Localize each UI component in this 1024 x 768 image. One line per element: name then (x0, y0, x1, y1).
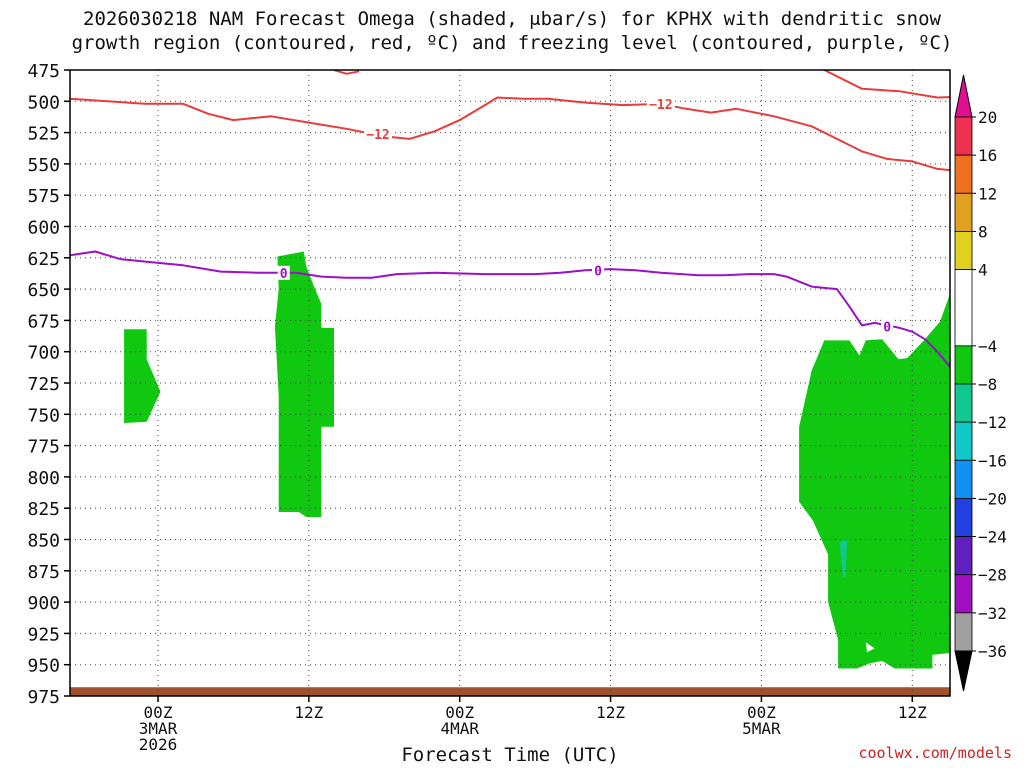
y-tick-label-550: 550 (27, 155, 60, 176)
colorbar-bin-6 (954, 383, 973, 423)
y-tick-label-525: 525 (27, 124, 60, 145)
y-tick-label-975: 975 (27, 687, 60, 708)
y-tick-label-750: 750 (27, 405, 60, 426)
y-tick-label-600: 600 (27, 218, 60, 239)
x-tick-label-0-0: 00Z (144, 703, 173, 722)
x-tick-label-2-0: 00Z (445, 703, 474, 722)
x-tick-label-4-0: 00Z (747, 703, 776, 722)
contour-label-bg-5 (592, 263, 604, 278)
grid-lines (70, 69, 950, 697)
colorbar-bin-2 (954, 192, 973, 232)
y-tick-label-700: 700 (27, 343, 60, 364)
isotherm-minus12-lower (333, 70, 360, 75)
isotherm-minus12-upper (70, 96, 950, 172)
colorbar-bin-10 (954, 536, 973, 576)
colorbar-label-2: 12 (978, 184, 997, 203)
terrain (70, 687, 950, 696)
contour-label-0: −12 (366, 128, 389, 143)
x-tick-label-3-0: 12Z (596, 703, 625, 722)
colorbar-label-12: −32 (978, 604, 1007, 623)
y-tick-label-725: 725 (27, 374, 60, 395)
omega-region-c (799, 293, 950, 669)
colorbar-bin-1 (954, 154, 973, 194)
site-credit: coolwx.com/models (858, 744, 1012, 762)
colorbar-label-3: 8 (978, 222, 988, 241)
freezing-level (70, 250, 950, 369)
x-tick-label-0-1: 3MAR (139, 719, 178, 738)
colorbar-bin-7 (954, 421, 973, 461)
y-tick-label-875: 875 (27, 562, 60, 583)
contour-label-4: 0 (280, 267, 288, 282)
colorbar-bin-8 (954, 459, 973, 499)
contour-label-5: 0 (594, 264, 602, 279)
x-tick-label-2-1: 4MAR (440, 719, 479, 738)
contour-label-bg-0 (364, 126, 392, 141)
omega-region-a (124, 329, 161, 424)
colorbar-label-11: −28 (978, 566, 1007, 585)
y-tick-label-950: 950 (27, 656, 60, 677)
x-tick-label-5-0: 12Z (898, 703, 927, 722)
contour-label-1: −12 (649, 98, 672, 113)
y-tick-label-925: 925 (27, 624, 60, 645)
y-tick-label-575: 575 (27, 186, 60, 207)
omega-region-g (865, 642, 875, 653)
y-tick-label-775: 775 (27, 437, 60, 458)
colorbar-label-0: 20 (978, 108, 997, 127)
colorbar-bin-9 (954, 498, 973, 537)
omega-region-b (274, 251, 334, 517)
colorbar-bin-4 (954, 269, 973, 347)
colorbar-bin-11 (954, 574, 973, 614)
colorbar-bottom-arrow (954, 650, 973, 692)
colorbar-label-4: 4 (978, 261, 988, 280)
colorbar-label-7: −12 (978, 413, 1007, 432)
colorbar-label-9: −20 (978, 489, 1007, 508)
y-tick-label-825: 825 (27, 499, 60, 520)
colorbar-label-5: −4 (978, 337, 997, 356)
y-tick-label-900: 900 (27, 593, 60, 614)
y-tick-label-625: 625 (27, 249, 60, 270)
colorbar-bin-3 (954, 231, 973, 270)
x-axis-label: Forecast Time (UTC) (401, 744, 619, 766)
chart-title-line2: growth region (contoured, red, ºC) and f… (71, 32, 953, 54)
y-tick-label-500: 500 (27, 92, 60, 113)
colorbar-bin-5 (954, 345, 973, 385)
omega-region-f (839, 539, 847, 578)
isotherm-minus18 (823, 70, 950, 99)
y-tick-label-675: 675 (27, 311, 60, 332)
contour-label-bg-4 (277, 265, 290, 280)
y-tick-label-850: 850 (27, 531, 60, 552)
contour-label-6: 0 (883, 321, 891, 336)
colorbar-bin-0 (954, 116, 973, 156)
colorbar-label-10: −24 (978, 528, 1007, 547)
colorbar-label-1: 16 (978, 146, 997, 165)
plot-area (70, 251, 950, 696)
y-tick-label-650: 650 (27, 280, 60, 301)
colorbar-bin-12 (954, 612, 973, 652)
y-tick-label-800: 800 (27, 468, 60, 489)
colorbar-top-arrow (954, 74, 973, 118)
chart-title-line1: 2026030218 NAM Forecast Omega (shaded, μ… (83, 8, 941, 30)
contour-label-bg-6 (881, 319, 894, 334)
colorbar: 20 16 12 8 4 −4 −8 −12 −16 −20 −24 −28 −32 −36 (954, 74, 1007, 692)
contour-label-bg-1 (646, 96, 675, 111)
colorbar-label-13: −36 (978, 642, 1007, 661)
x-tick-label-1-0: 12Z (294, 703, 323, 722)
x-tick-label-4-1: 5MAR (742, 719, 781, 738)
axes: 475 500 525 550 575 600 625 650 675 700 725 750 775 8… (27, 61, 927, 754)
y-tick-label-475: 475 (27, 61, 60, 82)
colorbar-label-6: −8 (978, 375, 997, 394)
colorbar-label-8: −16 (978, 451, 1007, 470)
x-tick-label-0-2: 2026 (139, 735, 178, 754)
